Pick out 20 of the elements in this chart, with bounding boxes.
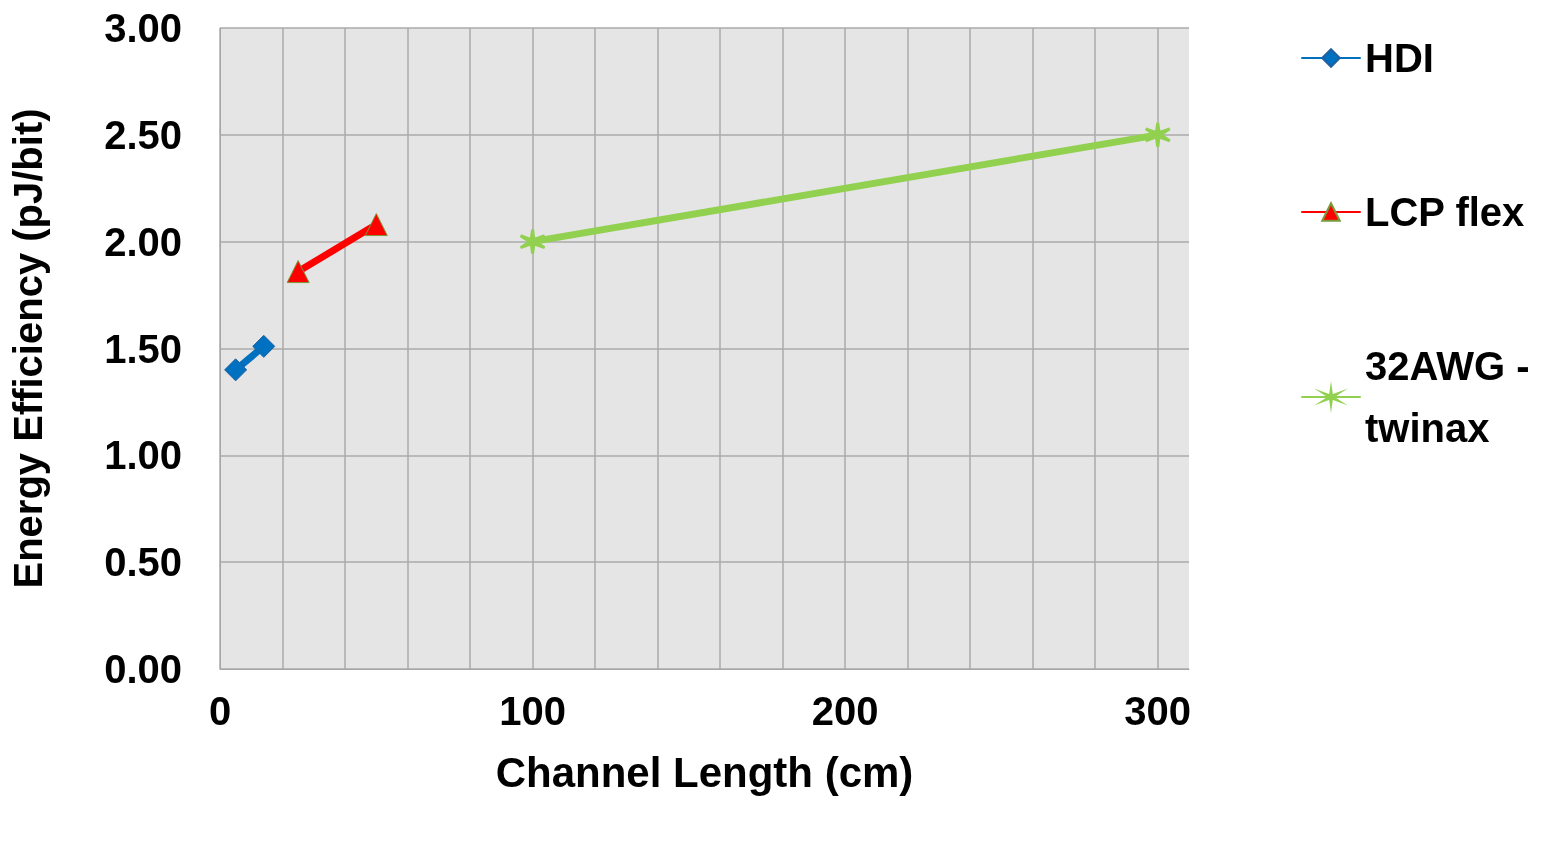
x-axis-title: Channel Length (cm) bbox=[495, 748, 914, 796]
y-tick-label: 3.00 bbox=[104, 6, 182, 50]
x-tick-label: 0 bbox=[208, 689, 232, 733]
y-tick-label: 1.50 bbox=[104, 326, 182, 371]
legend-label: LCP flex bbox=[1365, 190, 1525, 234]
y-tick-label: 0.00 bbox=[104, 647, 182, 691]
y-tick-label: 2.50 bbox=[104, 112, 182, 157]
legend-label: HDI bbox=[1365, 36, 1434, 80]
y-axis-title: Energy Efficiency (pJ/bit) bbox=[6, 108, 50, 589]
y-tick-label: 2.00 bbox=[104, 219, 182, 264]
point bbox=[252, 334, 276, 358]
x-tick-label: 100 bbox=[499, 689, 566, 733]
y-tick-label: 0.50 bbox=[104, 540, 182, 585]
point bbox=[519, 228, 547, 256]
point bbox=[1144, 121, 1172, 149]
legend-label: 32AWG - twinax bbox=[1365, 344, 1541, 450]
x-tick-label: 200 bbox=[811, 689, 879, 733]
point bbox=[224, 358, 248, 382]
y-tick-label: 1.00 bbox=[104, 433, 182, 478]
x-tick-label: 300 bbox=[1124, 689, 1192, 733]
